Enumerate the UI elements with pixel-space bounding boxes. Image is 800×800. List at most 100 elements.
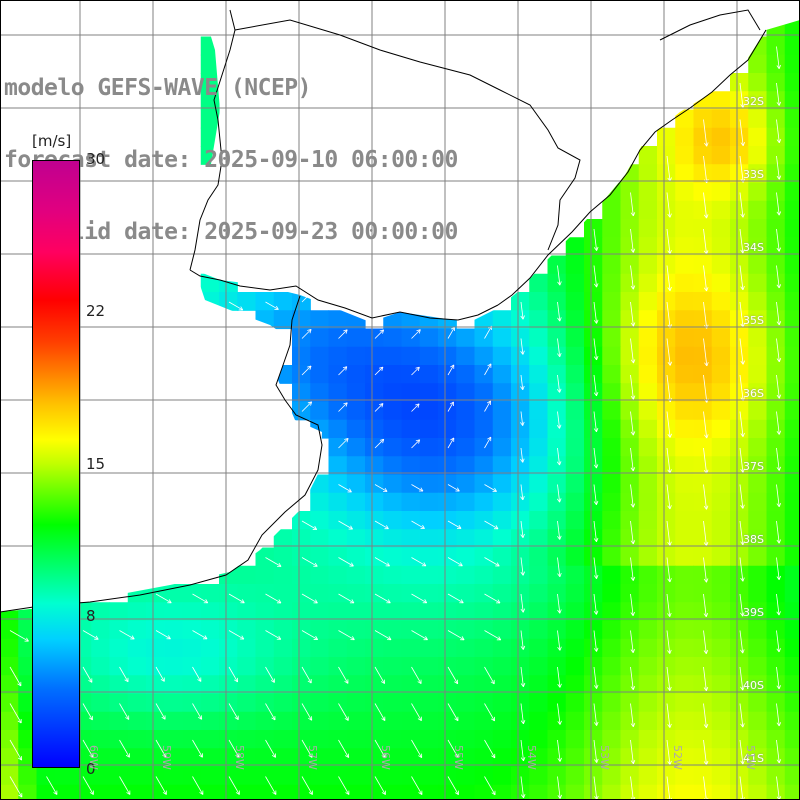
wind-cell <box>456 511 476 530</box>
wind-cell <box>401 602 421 622</box>
wind-arrow <box>703 338 709 367</box>
wind-cell <box>693 401 713 421</box>
wind-cell <box>547 383 567 403</box>
wind-cell <box>456 711 476 731</box>
wind-cell <box>784 200 800 220</box>
wind-arrow <box>411 703 422 722</box>
wind-cell <box>565 529 585 549</box>
wind-arrow <box>9 666 22 687</box>
wind-cell <box>511 748 530 768</box>
wind-cell <box>474 328 494 348</box>
wind-arrow <box>703 119 709 147</box>
wind-cell <box>492 711 512 731</box>
wind-arrow <box>630 703 636 728</box>
wind-cell <box>657 602 676 622</box>
wind-cell <box>784 383 800 403</box>
wind-cell <box>620 419 640 439</box>
wind-cell <box>547 365 567 384</box>
wind-cell <box>766 492 786 512</box>
wind-cell <box>365 766 384 786</box>
wind-cell <box>784 547 800 567</box>
wind-arrow <box>630 411 636 436</box>
wind-cell <box>91 620 111 640</box>
wind-cell <box>401 456 421 476</box>
wind-cell <box>584 529 603 549</box>
wind-cell <box>401 492 421 512</box>
wind-cell <box>784 127 800 147</box>
wind-cell <box>310 784 330 800</box>
wind-arrow <box>666 447 672 474</box>
wind-cell <box>547 620 567 640</box>
wind-cell <box>419 584 439 603</box>
wind-arrow <box>739 119 746 147</box>
wind-cell <box>529 401 549 421</box>
wind-cell <box>693 730 713 749</box>
wind-cell <box>292 693 311 713</box>
wind-cell <box>346 474 366 494</box>
wind-cell <box>401 547 421 567</box>
wind-arrow <box>556 411 562 429</box>
wind-cell <box>346 456 366 476</box>
wind-cell <box>401 474 421 494</box>
lon-label: 52W <box>671 745 684 770</box>
wind-cell <box>748 657 768 676</box>
wind-cell <box>784 693 800 713</box>
wind-cell <box>511 565 530 585</box>
wind-cell <box>620 602 640 622</box>
wind-arrow <box>520 338 525 355</box>
wind-arrow <box>301 776 313 795</box>
wind-cell <box>784 255 800 275</box>
wind-cell <box>328 565 348 585</box>
wind-cell <box>711 164 731 184</box>
wind-cell <box>748 200 768 220</box>
wind-cell <box>602 273 622 293</box>
wind-cell <box>565 346 585 366</box>
wind-arrow <box>374 666 385 684</box>
wind-cell <box>328 383 348 403</box>
wind-cell <box>273 620 293 640</box>
wind-cell <box>711 547 731 567</box>
wind-cell <box>438 602 457 622</box>
wind-cell <box>401 766 421 786</box>
wind-cell <box>419 657 439 676</box>
wind-cell <box>693 602 713 622</box>
wind-arrow <box>484 363 492 376</box>
wind-cell <box>602 200 622 220</box>
wind-cell <box>784 91 800 111</box>
wind-cell <box>748 365 768 384</box>
wind-cell <box>492 511 512 530</box>
wind-cell <box>784 109 800 129</box>
wind-cell <box>693 584 713 603</box>
wind-cell <box>273 784 293 800</box>
wind-cell <box>492 529 512 549</box>
wind-arrow <box>703 520 709 546</box>
wind-cell <box>438 675 457 695</box>
wind-arrow <box>739 484 745 509</box>
wind-cell <box>346 547 366 567</box>
wind-cell <box>748 383 768 403</box>
wind-cell <box>602 620 622 640</box>
lat-label: 39S <box>743 606 764 619</box>
wind-cell <box>474 784 494 800</box>
wind-cell <box>711 273 731 293</box>
wind-cell <box>638 419 658 439</box>
wind-cell <box>164 711 184 731</box>
wind-cell <box>766 602 786 622</box>
wind-cell <box>0 693 19 713</box>
wind-cell <box>292 657 311 676</box>
wind-cell <box>474 547 494 567</box>
colorbar-tick-8: 8 <box>86 607 96 625</box>
wind-arrow <box>411 484 424 492</box>
wind-cell <box>766 565 786 585</box>
wind-arrow <box>557 265 562 286</box>
wind-arrow <box>739 739 745 765</box>
wind-arrow <box>411 403 420 412</box>
wind-cell <box>657 383 676 403</box>
wind-arrow <box>593 666 599 689</box>
wind-cell <box>584 547 603 567</box>
wind-cell <box>91 675 111 695</box>
wind-arrow <box>374 484 388 492</box>
wind-cell <box>657 529 676 549</box>
wind-cell <box>474 419 494 439</box>
wind-arrow <box>484 557 500 567</box>
